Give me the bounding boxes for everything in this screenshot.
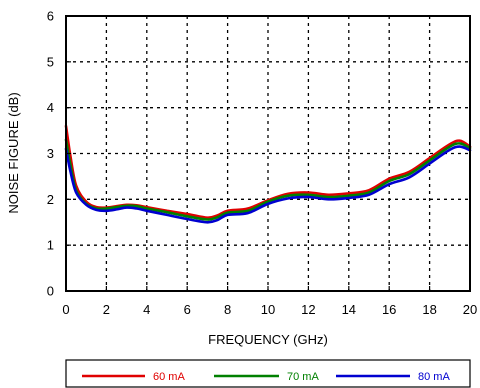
- y-tick-label: 0: [47, 284, 54, 299]
- y-tick-label: 3: [47, 146, 54, 161]
- x-tick-label: 12: [301, 302, 315, 317]
- y-tick-label: 4: [47, 100, 54, 115]
- y-tick-labels: 0 1 2 3 4 5 6: [47, 9, 54, 299]
- series-layer: [64, 124, 472, 224]
- x-tick-label: 14: [342, 302, 356, 317]
- x-axis-title: FREQUENCY (GHz): [208, 332, 328, 347]
- ticks: [65, 15, 471, 292]
- x-tick-label: 18: [422, 302, 436, 317]
- grid: [66, 16, 470, 291]
- x-tick-label: 16: [382, 302, 396, 317]
- legend: 60 mA 70 mA 80 mA: [82, 371, 450, 383]
- legend-label: 80 mA: [418, 371, 450, 383]
- series-line-80-ma: [64, 145, 472, 224]
- x-tick-labels: 0 2 4 6 8 10 12 14 16 18 20: [62, 302, 477, 317]
- y-tick-label: 5: [47, 54, 54, 69]
- x-tick-label: 2: [103, 302, 110, 317]
- series-line-70-ma: [64, 138, 472, 221]
- legend-label: 70 mA: [287, 371, 319, 383]
- y-tick-label: 6: [47, 9, 54, 24]
- y-tick-label: 1: [47, 238, 54, 253]
- y-axis-title: NOISE FIGURE (dB): [6, 92, 21, 213]
- x-tick-label: 8: [224, 302, 231, 317]
- x-tick-label: 6: [184, 302, 191, 317]
- x-tick-label: 10: [261, 302, 275, 317]
- legend-box: [65, 359, 471, 388]
- x-tick-label: 4: [143, 302, 150, 317]
- x-tick-label: 0: [62, 302, 69, 317]
- legend-label: 60 mA: [153, 371, 185, 383]
- y-tick-label: 2: [47, 192, 54, 207]
- x-tick-label: 20: [463, 302, 477, 317]
